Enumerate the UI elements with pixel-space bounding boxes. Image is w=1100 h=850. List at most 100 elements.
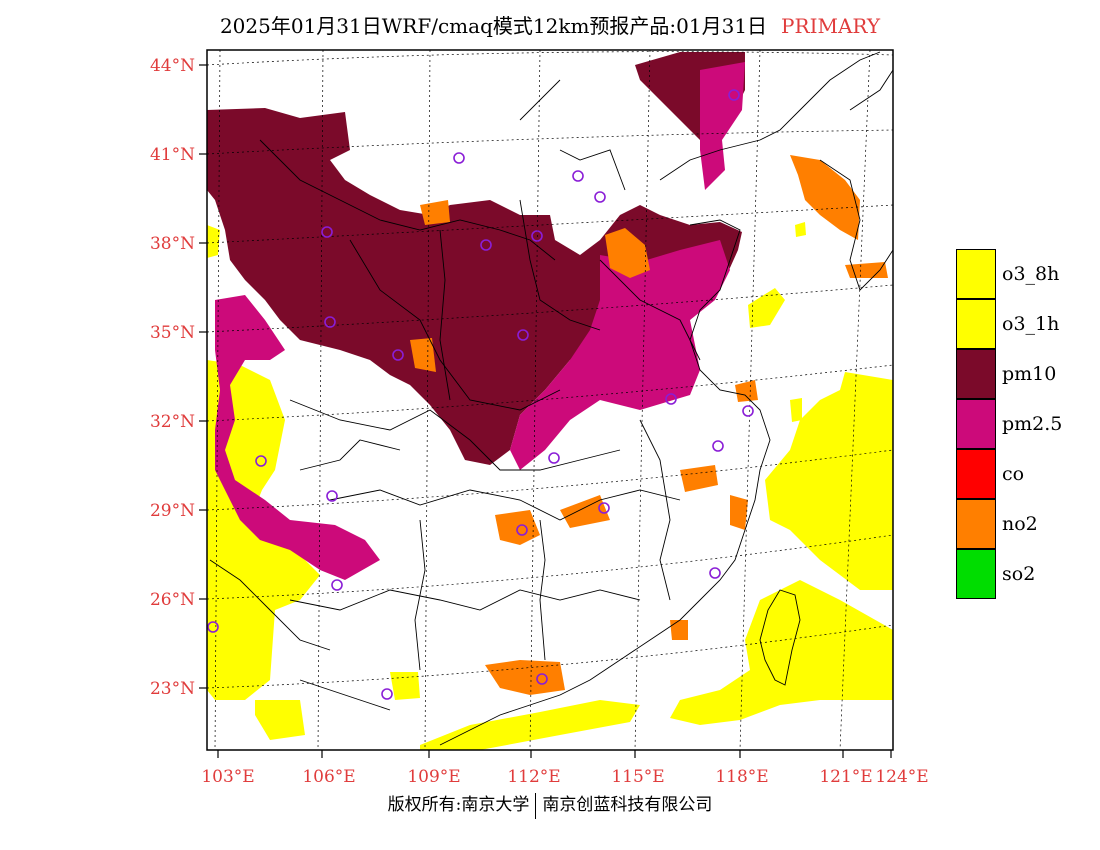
legend-item-pm25: pm2.5 bbox=[956, 399, 1096, 449]
province-border bbox=[289, 399, 621, 471]
coastline bbox=[659, 51, 881, 181]
no2-spot-1 bbox=[605, 228, 650, 278]
legend-item-o3-8h: o3_8h bbox=[956, 249, 1096, 299]
province-border bbox=[639, 419, 671, 601]
legend-swatch bbox=[956, 349, 996, 399]
lon-labels: 103°E 106°E 109°E 112°E 115°E 118°E 121°… bbox=[201, 767, 928, 787]
legend-swatch bbox=[956, 299, 996, 349]
station-marker bbox=[381, 688, 393, 700]
station-marker bbox=[321, 226, 333, 238]
station-marker bbox=[392, 349, 404, 361]
lat-line bbox=[207, 51, 893, 66]
map-title: 2025年01月31日WRF/cmaq模式12km预报产品:01月31日 PRIM… bbox=[0, 10, 1100, 39]
o3-region-east bbox=[765, 372, 893, 590]
station-marker bbox=[207, 621, 219, 633]
station-marker bbox=[594, 191, 606, 203]
o3-region-ne bbox=[748, 288, 785, 328]
station-marker bbox=[665, 393, 677, 405]
lon-line bbox=[317, 50, 324, 750]
pm25-region-central bbox=[510, 240, 730, 470]
station-marker bbox=[480, 239, 492, 251]
lat-label: 23°N bbox=[150, 679, 195, 699]
o3-region-taiwan-sea bbox=[670, 580, 893, 725]
station-marker bbox=[453, 152, 465, 164]
lon-line bbox=[634, 50, 651, 750]
lat-line bbox=[207, 624, 893, 689]
station-marker bbox=[326, 490, 338, 502]
legend-label: o3_8h bbox=[1002, 263, 1060, 285]
station-marker bbox=[712, 440, 724, 452]
station-marker bbox=[709, 567, 721, 579]
legend-item-no2: no2 bbox=[956, 499, 1096, 549]
legend-label: o3_1h bbox=[1002, 313, 1060, 335]
lon-label: 109°E bbox=[407, 767, 460, 787]
station-marker bbox=[598, 502, 610, 514]
province-border bbox=[209, 559, 331, 651]
lat-line bbox=[207, 364, 893, 422]
legend-swatch bbox=[956, 249, 996, 299]
lon-line bbox=[739, 50, 761, 750]
station-marker bbox=[728, 89, 740, 101]
pm25-region-ne bbox=[700, 62, 745, 190]
tick-marks bbox=[199, 64, 892, 758]
o3-region-west-top bbox=[207, 225, 220, 258]
legend-swatch bbox=[956, 499, 996, 549]
o3-region-sw bbox=[255, 700, 305, 740]
lat-label: 38°N bbox=[150, 234, 195, 254]
no2-spot-12 bbox=[670, 620, 688, 640]
lon-line bbox=[529, 50, 541, 750]
coastline bbox=[439, 219, 771, 746]
title-tag: PRIMARY bbox=[781, 14, 881, 38]
graticule bbox=[207, 50, 893, 750]
coastline bbox=[849, 69, 893, 111]
taiwan-outline bbox=[759, 589, 801, 686]
province-border bbox=[519, 199, 601, 331]
legend-label: pm2.5 bbox=[1002, 413, 1063, 435]
coastline bbox=[819, 159, 893, 291]
lat-label: 26°N bbox=[150, 590, 195, 610]
title-main: 2025年01月31日WRF/cmaq模式12km预报产品:01月31日 bbox=[219, 14, 768, 38]
footer-separator bbox=[535, 792, 537, 819]
map-frame bbox=[206, 49, 894, 751]
lon-line bbox=[839, 50, 871, 750]
lat-line bbox=[207, 534, 893, 600]
province-border bbox=[329, 489, 681, 521]
legend-item-co: co bbox=[956, 449, 1096, 499]
station-marker bbox=[536, 673, 548, 685]
no2-spot-8 bbox=[730, 495, 748, 530]
legend-item-pm10: pm10 bbox=[956, 349, 1096, 399]
legend-swatch bbox=[956, 449, 996, 499]
station-marker bbox=[255, 455, 267, 467]
province-border bbox=[299, 679, 391, 711]
legend-label: no2 bbox=[1002, 513, 1038, 535]
province-border bbox=[259, 139, 556, 261]
lon-label: 103°E bbox=[201, 767, 254, 787]
no2-spot-3 bbox=[845, 262, 888, 278]
legend: o3_8h o3_1h pm10 pm2.5 co no2 so2 bbox=[956, 249, 1096, 599]
legend-swatch bbox=[956, 549, 996, 599]
no2-spot-5 bbox=[560, 495, 610, 528]
station-marker bbox=[742, 405, 754, 417]
legend-swatch bbox=[956, 399, 996, 449]
pm10-region bbox=[207, 108, 742, 465]
no2-spot-11 bbox=[735, 380, 758, 402]
province-border bbox=[519, 79, 561, 121]
lon-label: 118°E bbox=[715, 767, 768, 787]
legend-item-so2: so2 bbox=[956, 549, 1096, 599]
station-marker bbox=[531, 230, 543, 242]
no2-spot-7 bbox=[680, 465, 718, 492]
no2-spot-2 bbox=[790, 155, 860, 240]
lon-label: 121°E bbox=[819, 767, 872, 787]
no2-spot-9 bbox=[410, 338, 436, 372]
province-border bbox=[559, 149, 626, 191]
lat-label: 29°N bbox=[150, 501, 195, 521]
lat-label: 32°N bbox=[150, 412, 195, 432]
province-border bbox=[349, 239, 561, 411]
o3-region-e2 bbox=[790, 398, 802, 422]
o3-region-s1 bbox=[390, 672, 420, 700]
lon-label: 112°E bbox=[507, 767, 560, 787]
lat-labels: 44°N 41°N 38°N 35°N 32°N 29°N 26°N 23°N bbox=[150, 56, 195, 699]
copyright-footer: 版权所有:南京大学 南京创蓝科技有限公司 bbox=[0, 790, 1100, 819]
province-border bbox=[539, 519, 546, 661]
